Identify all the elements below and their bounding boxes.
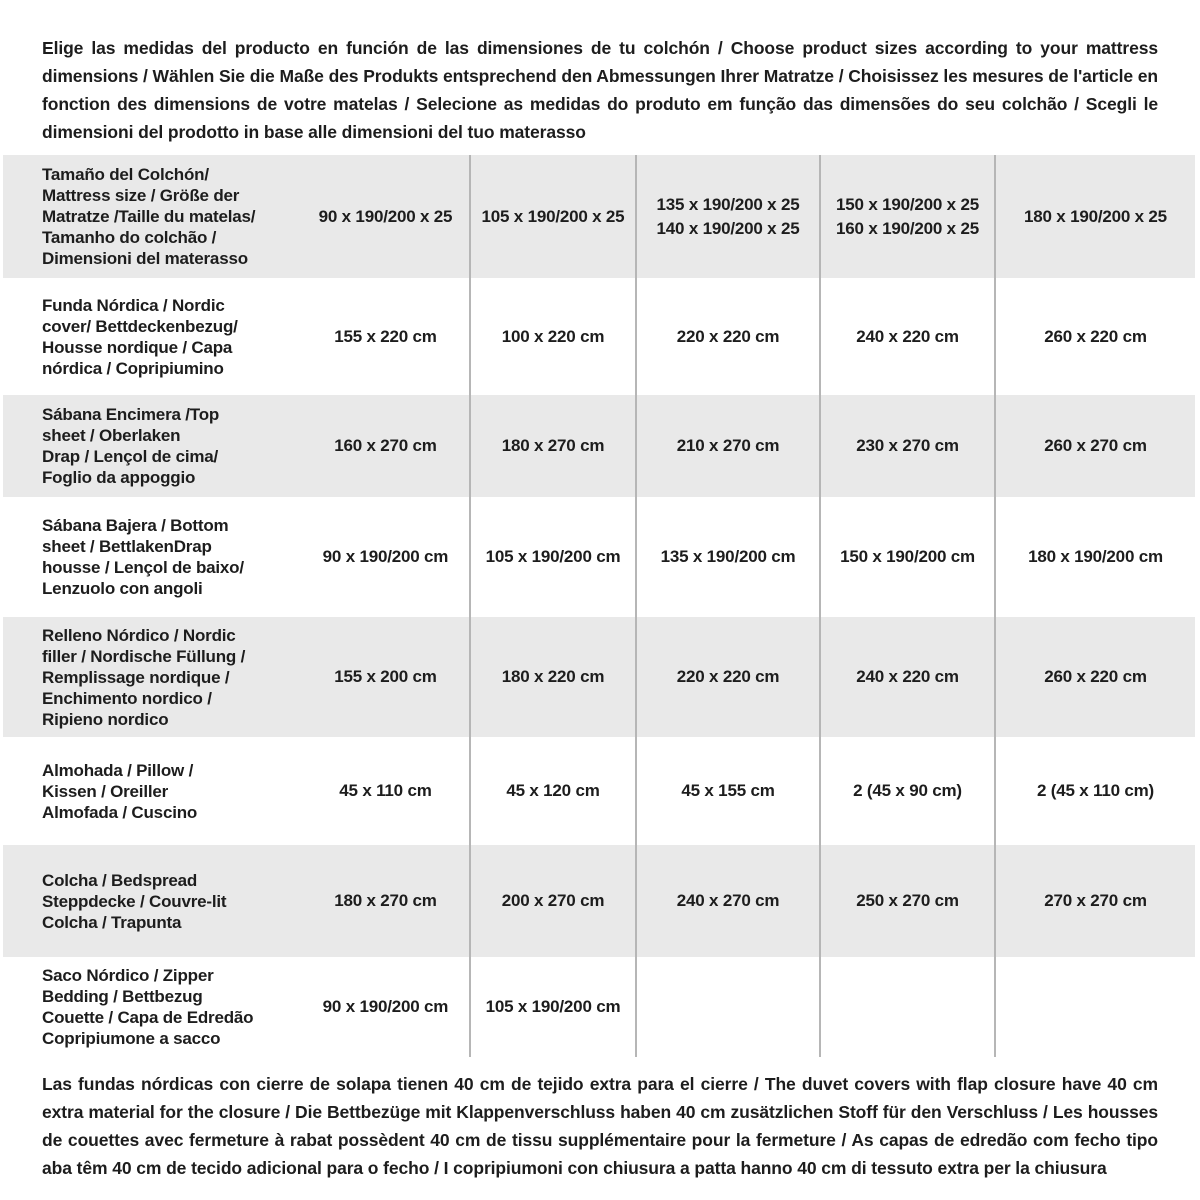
size-value-cell: 260 x 270 cm: [1044, 436, 1147, 455]
product-label: Saco Nórdico / Zipper Bedding / Bettbezu…: [42, 966, 254, 1048]
column-header-size-135-140: 135 x 190/200 x 25 140 x 190/200 x 25: [637, 155, 822, 278]
size-value-cell: 135 x 190/200 cm: [637, 497, 822, 617]
size-value-cell: 45 x 120 cm: [471, 737, 637, 845]
product-label: Sábana Bajera / Bottom sheet / Bettlaken…: [42, 516, 244, 598]
size-value-cell: 45 x 110 cm: [302, 737, 471, 845]
size-value-cell: 100 x 220 cm: [471, 278, 637, 395]
column-header-size-105: 105 x 190/200 x 25: [471, 155, 637, 278]
size-guide-intro-text: Elige las medidas del producto en funció…: [42, 38, 1158, 142]
size-value-cell: 220 x 220 cm: [637, 278, 822, 395]
table-row-bedspread: Colcha / Bedspread Steppdecke / Couvre-l…: [3, 845, 1195, 957]
size-value-cell-empty: [637, 957, 822, 1057]
size-value-cell: 150 x 190/200 cm: [821, 497, 997, 617]
product-label: Sábana Encimera /Top sheet / Oberlaken D…: [42, 405, 220, 487]
size-value-cell: 2 (45 x 110 cm): [1036, 781, 1154, 800]
flap-closure-note-text: Las fundas nórdicas con cierre de solapa…: [42, 1074, 1158, 1178]
size-value-cell: 2 (45 x 90 cm): [821, 737, 997, 845]
size-value-cell: 45 x 155 cm: [637, 737, 822, 845]
size-value-cell: 240 x 220 cm: [821, 617, 997, 737]
size-table: Tamaño del Colchón/ Mattress size / Größ…: [3, 155, 1195, 1057]
table-row-zipper-bedding: Saco Nórdico / Zipper Bedding / Bettbezu…: [3, 957, 1195, 1057]
size-value-cell: 180 x 190/200 cm: [1028, 547, 1163, 566]
size-value-cell: 250 x 270 cm: [821, 845, 997, 957]
size-value-cell: 260 x 220 cm: [1044, 667, 1147, 686]
size-value-cell: 200 x 270 cm: [471, 845, 637, 957]
column-header-size-150-160: 150 x 190/200 x 25 160 x 190/200 x 25: [821, 155, 997, 278]
size-value-cell: 230 x 270 cm: [821, 395, 997, 497]
size-value-cell: 155 x 220 cm: [302, 278, 471, 395]
table-row-top-sheet: Sábana Encimera /Top sheet / Oberlaken D…: [3, 395, 1195, 497]
product-label: Funda Nórdica / Nordic cover/ Bettdecken…: [42, 295, 238, 378]
product-label: Colcha / Bedspread Steppdecke / Couvre-l…: [42, 870, 227, 932]
table-header-row: Tamaño del Colchón/ Mattress size / Größ…: [3, 155, 1195, 278]
size-value-cell: 220 x 220 cm: [637, 617, 822, 737]
size-value-cell: 90 x 190/200 cm: [302, 957, 471, 1057]
mattress-size-header-label: Tamaño del Colchón/ Mattress size / Größ…: [42, 165, 256, 268]
size-value-cell: 240 x 220 cm: [821, 278, 997, 395]
size-value-cell-empty: [821, 957, 997, 1057]
table-row-bottom-sheet: Sábana Bajera / Bottom sheet / Bettlaken…: [3, 497, 1195, 617]
size-value-cell: 210 x 270 cm: [637, 395, 822, 497]
size-value-cell: 180 x 270 cm: [471, 395, 637, 497]
column-header-size-180: 180 x 190/200 x 25: [1024, 206, 1167, 226]
size-value-cell: 155 x 200 cm: [302, 617, 471, 737]
size-value-cell: 105 x 190/200 cm: [471, 497, 637, 617]
table-row-nordic-cover: Funda Nórdica / Nordic cover/ Bettdecken…: [3, 278, 1195, 395]
size-value-cell: 240 x 270 cm: [637, 845, 822, 957]
size-value-cell: 180 x 270 cm: [302, 845, 471, 957]
product-label: Relleno Nórdico / Nordic filler / Nordis…: [42, 625, 246, 729]
size-value-cell: 180 x 220 cm: [471, 617, 637, 737]
table-row-nordic-filler: Relleno Nórdico / Nordic filler / Nordis…: [3, 617, 1195, 737]
table-row-pillow: Almohada / Pillow / Kissen / Oreiller Al…: [3, 737, 1195, 845]
column-header-size-90: 90 x 190/200 x 25: [302, 155, 471, 278]
size-value-cell: 260 x 220 cm: [1044, 326, 1147, 346]
size-value-cell: 105 x 190/200 cm: [471, 957, 637, 1057]
size-value-cell: 270 x 270 cm: [1044, 891, 1147, 910]
size-value-cell: 160 x 270 cm: [302, 395, 471, 497]
product-label: Almohada / Pillow / Kissen / Oreiller Al…: [42, 760, 198, 822]
size-value-cell: 90 x 190/200 cm: [302, 497, 471, 617]
size-value-cell-empty: [996, 957, 1195, 1057]
